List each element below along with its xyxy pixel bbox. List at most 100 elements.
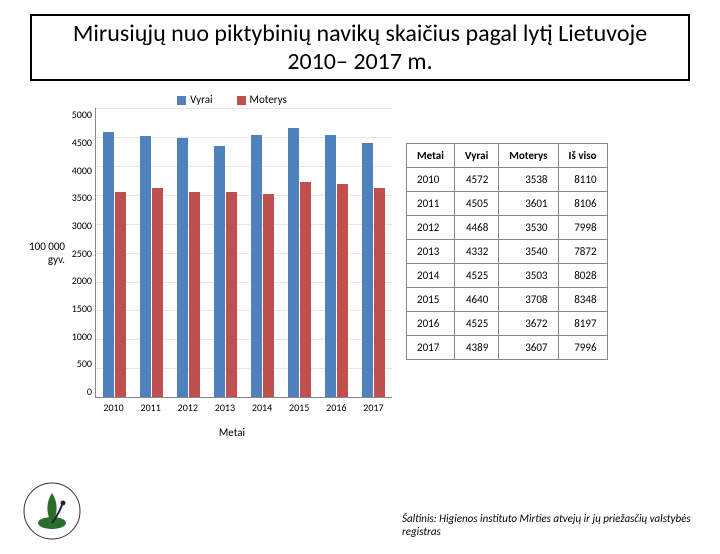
y-axis-label: 100 000 gyv. bbox=[12, 240, 67, 266]
x-tick: 2014 bbox=[246, 401, 278, 414]
table-cell: 8197 bbox=[558, 312, 607, 336]
table-cell: 2015 bbox=[407, 288, 455, 312]
y-tick: 1000 bbox=[72, 330, 92, 343]
bar-group bbox=[288, 128, 311, 397]
data-table: MetaiVyraiMoterysIš viso 201045723538811… bbox=[406, 143, 608, 360]
legend-swatch bbox=[237, 96, 246, 105]
table-cell: 4332 bbox=[454, 240, 498, 264]
table-row: 2012446835307998 bbox=[407, 216, 608, 240]
table-row: 2017438936077996 bbox=[407, 336, 608, 360]
data-table-area: MetaiVyraiMoterysIš viso 201045723538811… bbox=[406, 143, 608, 360]
y-axis-ticks: 5000450040003500300025002000150010005000 bbox=[67, 108, 95, 398]
x-tick: 2011 bbox=[135, 401, 167, 414]
table-cell: 3607 bbox=[499, 336, 558, 360]
table-cell: 4389 bbox=[454, 336, 498, 360]
page-title: Mirusiųjų nuo piktybinių navikų skaičius… bbox=[30, 14, 690, 81]
bar bbox=[214, 146, 225, 397]
table-cell: 4640 bbox=[454, 288, 498, 312]
y-tick: 1500 bbox=[72, 302, 92, 315]
x-tick: 2015 bbox=[283, 401, 315, 414]
table-cell: 7996 bbox=[558, 336, 607, 360]
source-text: Šaltinis: Higienos instituto Mirties atv… bbox=[402, 512, 702, 538]
x-tick: 2010 bbox=[98, 401, 130, 414]
y-tick: 2500 bbox=[72, 247, 92, 260]
bar-group bbox=[362, 143, 385, 398]
table-cell: 3672 bbox=[499, 312, 558, 336]
table-cell: 2013 bbox=[407, 240, 455, 264]
table-cell: 4525 bbox=[454, 264, 498, 288]
bar bbox=[189, 192, 200, 397]
table-cell: 8106 bbox=[558, 192, 607, 216]
table-cell: 3538 bbox=[499, 168, 558, 192]
x-axis-label: Metai bbox=[72, 426, 392, 439]
table-cell: 2014 bbox=[407, 264, 455, 288]
bar bbox=[362, 143, 373, 398]
table-cell: 2012 bbox=[407, 216, 455, 240]
table-header-cell: Moterys bbox=[499, 144, 558, 168]
x-tick: 2016 bbox=[320, 401, 352, 414]
bar-group bbox=[140, 136, 163, 397]
table-header-cell: Metai bbox=[407, 144, 455, 168]
bar bbox=[300, 182, 311, 397]
table-cell: 8110 bbox=[558, 168, 607, 192]
legend-swatch bbox=[177, 96, 186, 105]
table-cell: 7872 bbox=[558, 240, 607, 264]
table-cell: 8348 bbox=[558, 288, 607, 312]
table-cell: 2010 bbox=[407, 168, 455, 192]
bar bbox=[325, 135, 336, 397]
table-cell: 2011 bbox=[407, 192, 455, 216]
table-header-row: MetaiVyraiMoterysIš viso bbox=[407, 144, 608, 168]
x-tick: 2012 bbox=[172, 401, 204, 414]
table-cell: 4525 bbox=[454, 312, 498, 336]
chart: VyraiMoterys 100 000 gyv. 50004500400035… bbox=[12, 89, 392, 439]
bar-group bbox=[214, 146, 237, 397]
table-cell: 3601 bbox=[499, 192, 558, 216]
x-tick: 2013 bbox=[209, 401, 241, 414]
y-tick: 4000 bbox=[72, 164, 92, 177]
table-row: 2014452535038028 bbox=[407, 264, 608, 288]
bar bbox=[103, 132, 114, 397]
bar-group bbox=[325, 135, 348, 397]
table-cell: 2016 bbox=[407, 312, 455, 336]
y-tick: 2000 bbox=[72, 274, 92, 287]
table-cell: 4505 bbox=[454, 192, 498, 216]
bar bbox=[177, 138, 188, 397]
x-tick: 2017 bbox=[357, 401, 389, 414]
bar bbox=[115, 192, 126, 397]
y-tick: 500 bbox=[77, 357, 92, 370]
bar bbox=[337, 184, 348, 397]
y-tick: 3000 bbox=[72, 219, 92, 232]
bar bbox=[152, 188, 163, 397]
bar bbox=[251, 135, 262, 397]
logo bbox=[22, 481, 82, 546]
table-cell: 2017 bbox=[407, 336, 455, 360]
x-axis-ticks: 2010 2011 2012 2013 2014 2015 2016 2017 bbox=[95, 401, 392, 414]
chart-legend: Vyrai Moterys bbox=[12, 89, 392, 108]
table-row: 2015464037088348 bbox=[407, 288, 608, 312]
table-row: 2010457235388110 bbox=[407, 168, 608, 192]
bar bbox=[374, 188, 385, 397]
table-row: 2016452536728197 bbox=[407, 312, 608, 336]
table-body: 2010457235388110201145053601810620124468… bbox=[407, 168, 608, 360]
table-cell: 3530 bbox=[499, 216, 558, 240]
table-header-cell: Iš viso bbox=[558, 144, 607, 168]
bar bbox=[288, 128, 299, 397]
bar-group bbox=[251, 135, 274, 397]
table-cell: 4468 bbox=[454, 216, 498, 240]
bar-group bbox=[177, 138, 200, 397]
legend-item: Vyrai bbox=[177, 93, 212, 106]
table-row: 2011450536018106 bbox=[407, 192, 608, 216]
table-cell: 3708 bbox=[499, 288, 558, 312]
table-cell: 3540 bbox=[499, 240, 558, 264]
y-tick: 3500 bbox=[72, 191, 92, 204]
y-tick: 5000 bbox=[72, 108, 92, 121]
legend-item: Moterys bbox=[237, 93, 287, 106]
bar bbox=[140, 136, 151, 397]
main-layout: VyraiMoterys 100 000 gyv. 50004500400035… bbox=[0, 89, 720, 439]
bar bbox=[226, 192, 237, 397]
table-cell: 8028 bbox=[558, 264, 607, 288]
y-tick: 0 bbox=[87, 385, 92, 398]
table-cell: 7998 bbox=[558, 216, 607, 240]
chart-plot bbox=[95, 108, 392, 398]
bar-group bbox=[103, 132, 126, 397]
